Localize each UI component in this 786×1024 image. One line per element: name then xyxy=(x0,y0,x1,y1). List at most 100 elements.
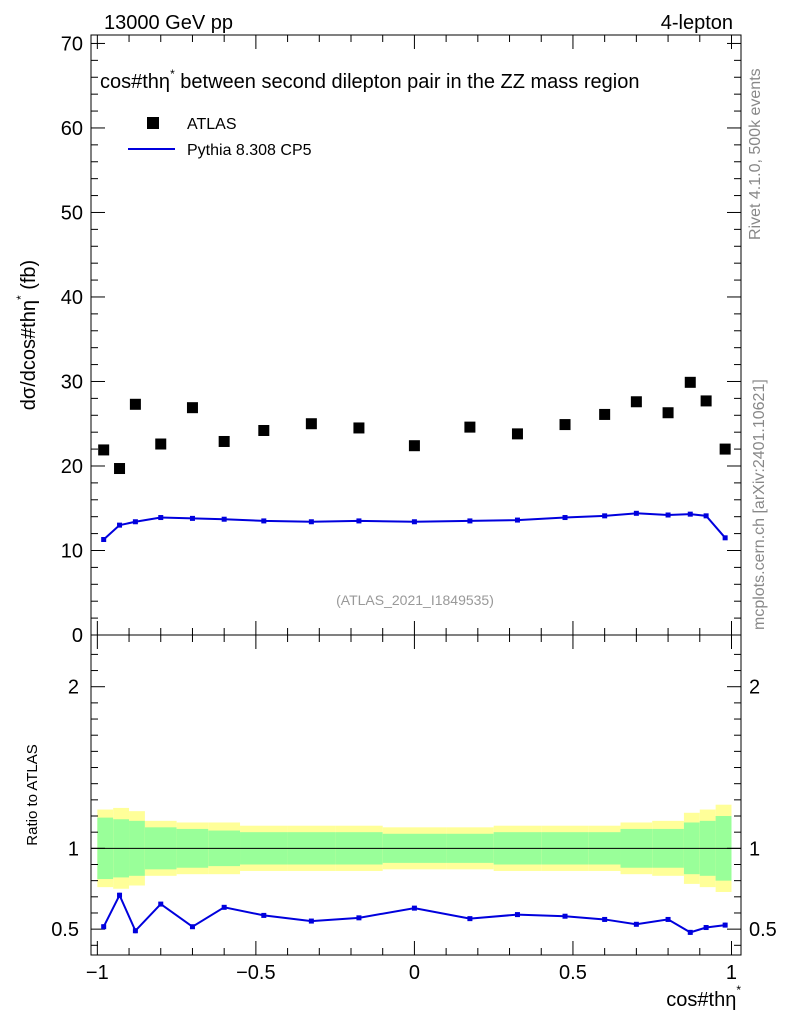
lower-y-tick-label-right: 1 xyxy=(749,838,760,860)
upper-y-axis-label: dσ/dcos#thη* (fb) xyxy=(14,260,40,410)
upper-y-axis-label-sup: * xyxy=(14,295,28,300)
mc-point xyxy=(687,511,693,517)
x-tick-label: 0.5 xyxy=(559,962,587,984)
ratio-mc-point xyxy=(562,913,568,919)
ratio-mc-point xyxy=(221,904,227,910)
mc-point xyxy=(411,519,417,525)
atlas-data-point xyxy=(218,435,230,447)
upper-y-tick-label: 0 xyxy=(72,625,83,647)
atlas-data-point xyxy=(684,376,696,388)
mc-point xyxy=(562,515,568,521)
upper-y-tick-label: 30 xyxy=(61,371,83,393)
lower-y-axis-label: Ratio to ATLAS xyxy=(24,744,41,845)
upper-data-series xyxy=(98,376,731,475)
analysis-id-label: (ATLAS_2021_I1849535) xyxy=(336,592,494,608)
ratio-mc-point xyxy=(117,892,123,898)
upper-y-tick-label: 10 xyxy=(61,540,83,562)
atlas-data-point xyxy=(114,463,126,475)
mc-point xyxy=(514,517,520,523)
lower-y-tick-label: 0.5 xyxy=(51,919,79,941)
x-axis-label-main: cos#thη xyxy=(666,989,736,1011)
mc-point xyxy=(132,519,138,525)
header-process-label: 4-lepton xyxy=(661,12,733,34)
ratio-mc-point xyxy=(356,915,362,921)
legend: ATLAS Pythia 8.308 CP5 xyxy=(128,116,312,159)
atlas-data-point xyxy=(464,421,476,433)
upper-y-tick-label: 60 xyxy=(61,118,83,140)
atlas-data-point xyxy=(98,444,110,456)
ratio-mc-point xyxy=(411,905,417,911)
ratio-mc-point xyxy=(687,929,693,935)
ratio-mc-point xyxy=(722,922,728,928)
mc-point xyxy=(101,537,107,543)
atlas-data-point xyxy=(511,428,523,440)
ratio-mc-series xyxy=(101,892,728,935)
x-tick-label: −1 xyxy=(86,962,109,984)
upper-y-tick-label: 40 xyxy=(61,287,83,309)
x-axis-label: cos#thη* xyxy=(666,983,741,1011)
x-tick-label: 0 xyxy=(409,962,420,984)
atlas-data-point xyxy=(186,402,198,414)
mc-point xyxy=(467,518,473,524)
mc-point xyxy=(117,522,123,528)
atlas-data-point xyxy=(408,440,420,452)
lower-frame xyxy=(90,634,742,956)
upper-y-tick-label: 50 xyxy=(61,202,83,224)
atlas-data-point xyxy=(353,422,365,434)
atlas-data-point xyxy=(662,407,674,419)
atlas-data-point xyxy=(258,424,270,436)
lower-y-tick-label: 1 xyxy=(68,838,79,860)
upper-x-ticks xyxy=(96,35,732,635)
legend-atlas-marker xyxy=(147,117,159,129)
mc-point xyxy=(221,516,227,522)
legend-atlas-label: ATLAS xyxy=(187,116,237,133)
ratio-mc-point xyxy=(261,912,267,918)
upper-y-tick-label: 20 xyxy=(61,456,83,478)
atlas-data-point xyxy=(599,408,611,420)
mc-point xyxy=(158,515,164,521)
upper-y-tick-label: 70 xyxy=(61,33,83,55)
mcplots-label: mcplots.cern.ch [arXiv:2401.10621] xyxy=(751,379,768,630)
ratio-mc-point xyxy=(633,921,639,927)
mc-point xyxy=(703,513,709,519)
atlas-data-point xyxy=(129,398,141,410)
upper-y-axis: 0 10 20 30 40 50 60 70 xyxy=(61,33,741,647)
legend-mc-label: Pythia 8.308 CP5 xyxy=(187,142,312,159)
upper-y-axis-label-main: dσ/dcos#thη xyxy=(18,300,40,410)
ratio-mc-point xyxy=(703,925,709,931)
ratio-mc-point xyxy=(514,912,520,918)
atlas-data-point xyxy=(155,438,167,450)
atlas-data-point xyxy=(559,419,571,431)
mc-point xyxy=(722,535,728,541)
plot-title-rest: between second dilepton pair in the ZZ m… xyxy=(175,71,640,93)
atlas-data-point xyxy=(700,395,712,407)
mc-point xyxy=(356,518,362,524)
lower-y-tick-label-right: 2 xyxy=(749,677,760,699)
upper-y-axis-label-rest: (fb) xyxy=(18,260,40,296)
lower-y-tick-label: 2 xyxy=(68,677,79,699)
upper-mc-series xyxy=(101,510,728,543)
mc-point xyxy=(633,510,639,516)
ratio-mc-point xyxy=(158,901,164,907)
ratio-mc-point xyxy=(602,916,608,922)
ratio-mc-point xyxy=(189,924,195,930)
mc-point xyxy=(602,513,608,519)
plot-title-sup: * xyxy=(170,67,175,81)
mc-point xyxy=(261,518,267,524)
x-axis-label-sup: * xyxy=(736,983,741,997)
lower-y-tick-label-right: 0.5 xyxy=(749,919,777,941)
atlas-data-point xyxy=(719,443,731,455)
x-tick-label: 1 xyxy=(726,962,737,984)
lower-y-axis: 0.5 0.5 1 1 2 2 xyxy=(51,653,777,946)
ratio-mc-curve xyxy=(102,892,726,934)
mc-point xyxy=(665,512,671,518)
mc-point xyxy=(308,519,314,525)
lower-x-axis: −1 −0.5 0 0.5 1 xyxy=(86,635,737,984)
plot-title: cos#thη* between second dilepton pair in… xyxy=(100,67,639,93)
mc-curve xyxy=(103,512,726,541)
ratio-mc-point xyxy=(101,924,107,930)
plot-title-main: cos#thη xyxy=(100,71,170,93)
mc-point xyxy=(189,515,195,521)
atlas-data-point xyxy=(305,418,317,430)
